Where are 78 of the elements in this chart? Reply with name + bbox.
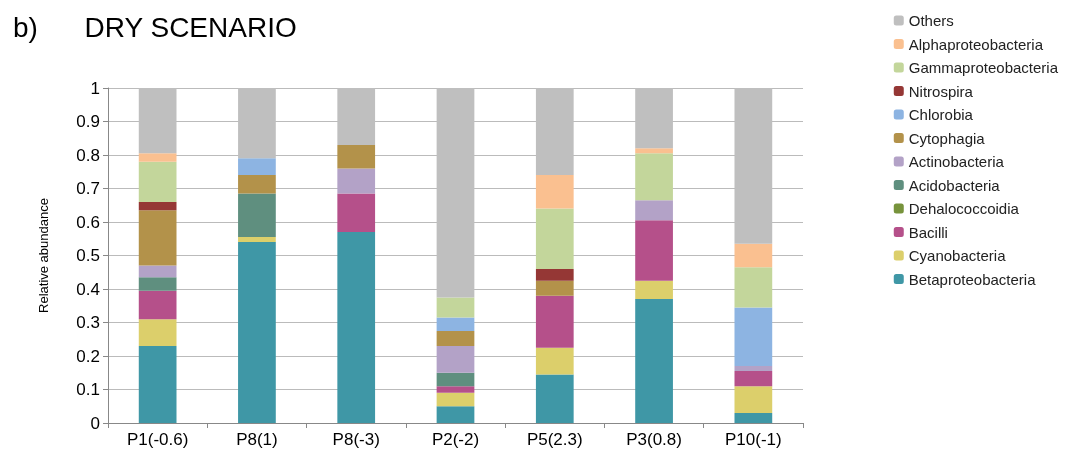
- legend-label: Nitrospira: [908, 82, 974, 100]
- bar: [138, 265, 177, 278]
- y-tick-label: 0.1: [76, 380, 100, 399]
- y-tick-label: 0.4: [76, 279, 100, 299]
- bar: [337, 232, 376, 423]
- bar: [535, 208, 574, 269]
- legend-label: Acidobacteria: [908, 176, 1001, 194]
- legend-label: Others: [908, 12, 954, 29]
- bar: [238, 193, 276, 238]
- y-tick-label: 0.7: [76, 179, 100, 198]
- y-tick-label: 0.8: [76, 145, 100, 165]
- bar: [734, 371, 773, 387]
- bar: [138, 277, 177, 291]
- y-axis-title: Relative abundance: [36, 198, 51, 313]
- legend-label: Cyanobacteria: [908, 247, 1007, 264]
- bar: [734, 307, 773, 367]
- legend-label: Bacilli: [908, 223, 948, 241]
- bar: [436, 345, 475, 373]
- bar: [635, 200, 673, 221]
- y-tick-label: 0.6: [76, 212, 100, 232]
- y-tick-label: 0.9: [76, 112, 100, 131]
- bar: [535, 295, 574, 348]
- legend-label: Alphaproteobacteria: [908, 35, 1044, 53]
- bar: [535, 374, 574, 423]
- legend-label: Chlorobia: [908, 106, 974, 123]
- bar: [436, 297, 475, 318]
- y-tick-label: 0.5: [76, 246, 100, 265]
- bar: [734, 366, 773, 372]
- bar: [138, 153, 177, 162]
- bar: [635, 153, 673, 201]
- bar: [138, 161, 177, 202]
- y-tick-label: 1: [90, 78, 100, 98]
- bar: [436, 372, 475, 387]
- legend-label: Gammaproteobacteria: [908, 59, 1059, 76]
- x-tick-label: P8(-3): [332, 430, 380, 449]
- bar: [138, 319, 177, 346]
- bar: [734, 243, 773, 268]
- bar: [436, 386, 475, 393]
- bar: [138, 210, 177, 266]
- bar: [734, 267, 773, 308]
- bar: [436, 406, 475, 423]
- x-tick-label: P10(-1): [725, 430, 782, 449]
- bar: [238, 237, 276, 243]
- x-tick-label: P8(1): [236, 430, 278, 449]
- bar: [635, 299, 673, 423]
- bar: [337, 193, 376, 233]
- bar: [535, 175, 574, 209]
- x-tick-label: P3(0.8): [626, 430, 682, 449]
- bar: [238, 158, 276, 176]
- bar: [436, 330, 475, 346]
- bar: [337, 144, 376, 169]
- bar: [138, 201, 177, 211]
- x-tick-label: P2(-2): [431, 430, 480, 449]
- bar: [238, 242, 276, 423]
- legend-label: Actinobacteria: [908, 153, 1005, 170]
- legend-label: Dehalococcoidia: [908, 200, 1020, 217]
- bar: [535, 268, 574, 281]
- chart-title: b) DRY SCENARIO: [13, 11, 297, 43]
- bar: [635, 220, 673, 281]
- bar: [436, 392, 475, 407]
- bar: [734, 412, 773, 423]
- x-tick-label: P5(2.3): [526, 430, 583, 449]
- bar: [535, 347, 574, 375]
- bar: [734, 386, 773, 413]
- legend-label: Betaproteobacteria: [908, 270, 1037, 288]
- bar: [337, 168, 376, 194]
- bar: [635, 148, 673, 154]
- bar: [238, 175, 276, 194]
- bar: [635, 280, 673, 300]
- bar: [138, 290, 177, 320]
- bar: [436, 317, 475, 331]
- y-tick-label: 0.3: [76, 313, 100, 332]
- x-tick-label: P1(-0.6): [126, 430, 189, 449]
- bar: [535, 280, 574, 296]
- bar: [138, 345, 177, 423]
- legend-label: Cytophagia: [908, 129, 986, 147]
- y-tick-label: 0.2: [76, 346, 100, 366]
- y-tick-label: 0: [90, 413, 100, 433]
